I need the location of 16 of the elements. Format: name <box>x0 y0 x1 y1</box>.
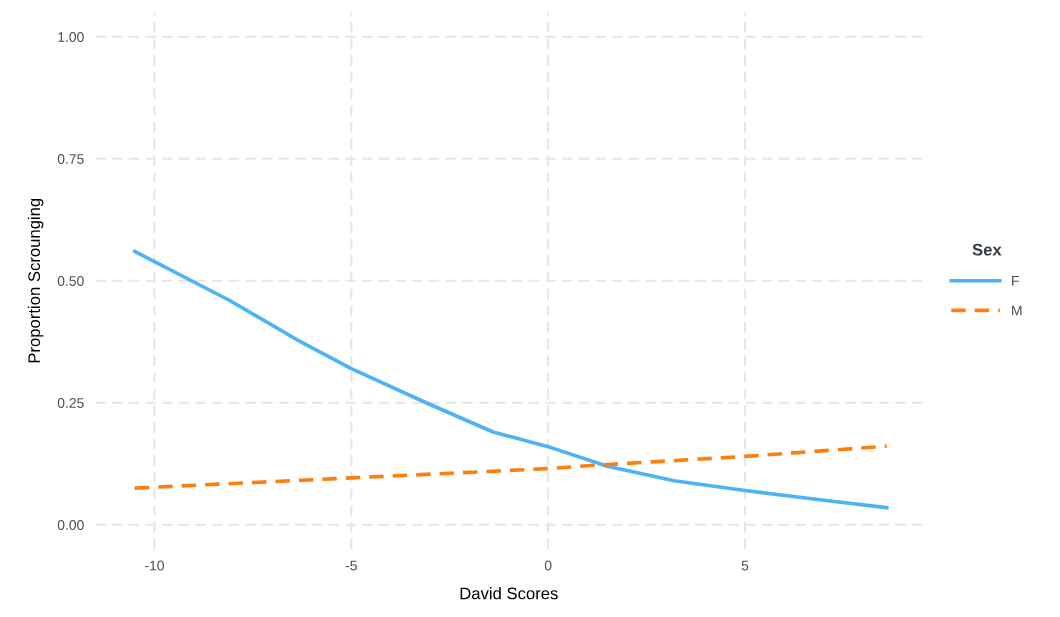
x-tick-label: 0 <box>544 560 552 571</box>
y-tick-label: 0.50 <box>57 276 84 286</box>
y-axis-title: Proportion Scrounging <box>27 198 44 363</box>
y-tick-label: 0.00 <box>57 520 84 530</box>
legend-label: M <box>1012 305 1022 316</box>
legend-label: F <box>1012 276 1019 286</box>
y-tick-label: 1.00 <box>58 32 84 42</box>
legend-title: Sex <box>972 243 1002 256</box>
x-axis-title: David Scores <box>460 587 558 600</box>
line-series <box>132 249 889 510</box>
x-tick-label: -10 <box>145 560 164 571</box>
y-tick-label: 0.25 <box>57 398 84 408</box>
x-tick-label: -5 <box>345 560 357 571</box>
line-series <box>132 444 889 490</box>
x-tick-label: 5 <box>741 560 749 571</box>
y-tick-label: 0.75 <box>57 154 84 164</box>
